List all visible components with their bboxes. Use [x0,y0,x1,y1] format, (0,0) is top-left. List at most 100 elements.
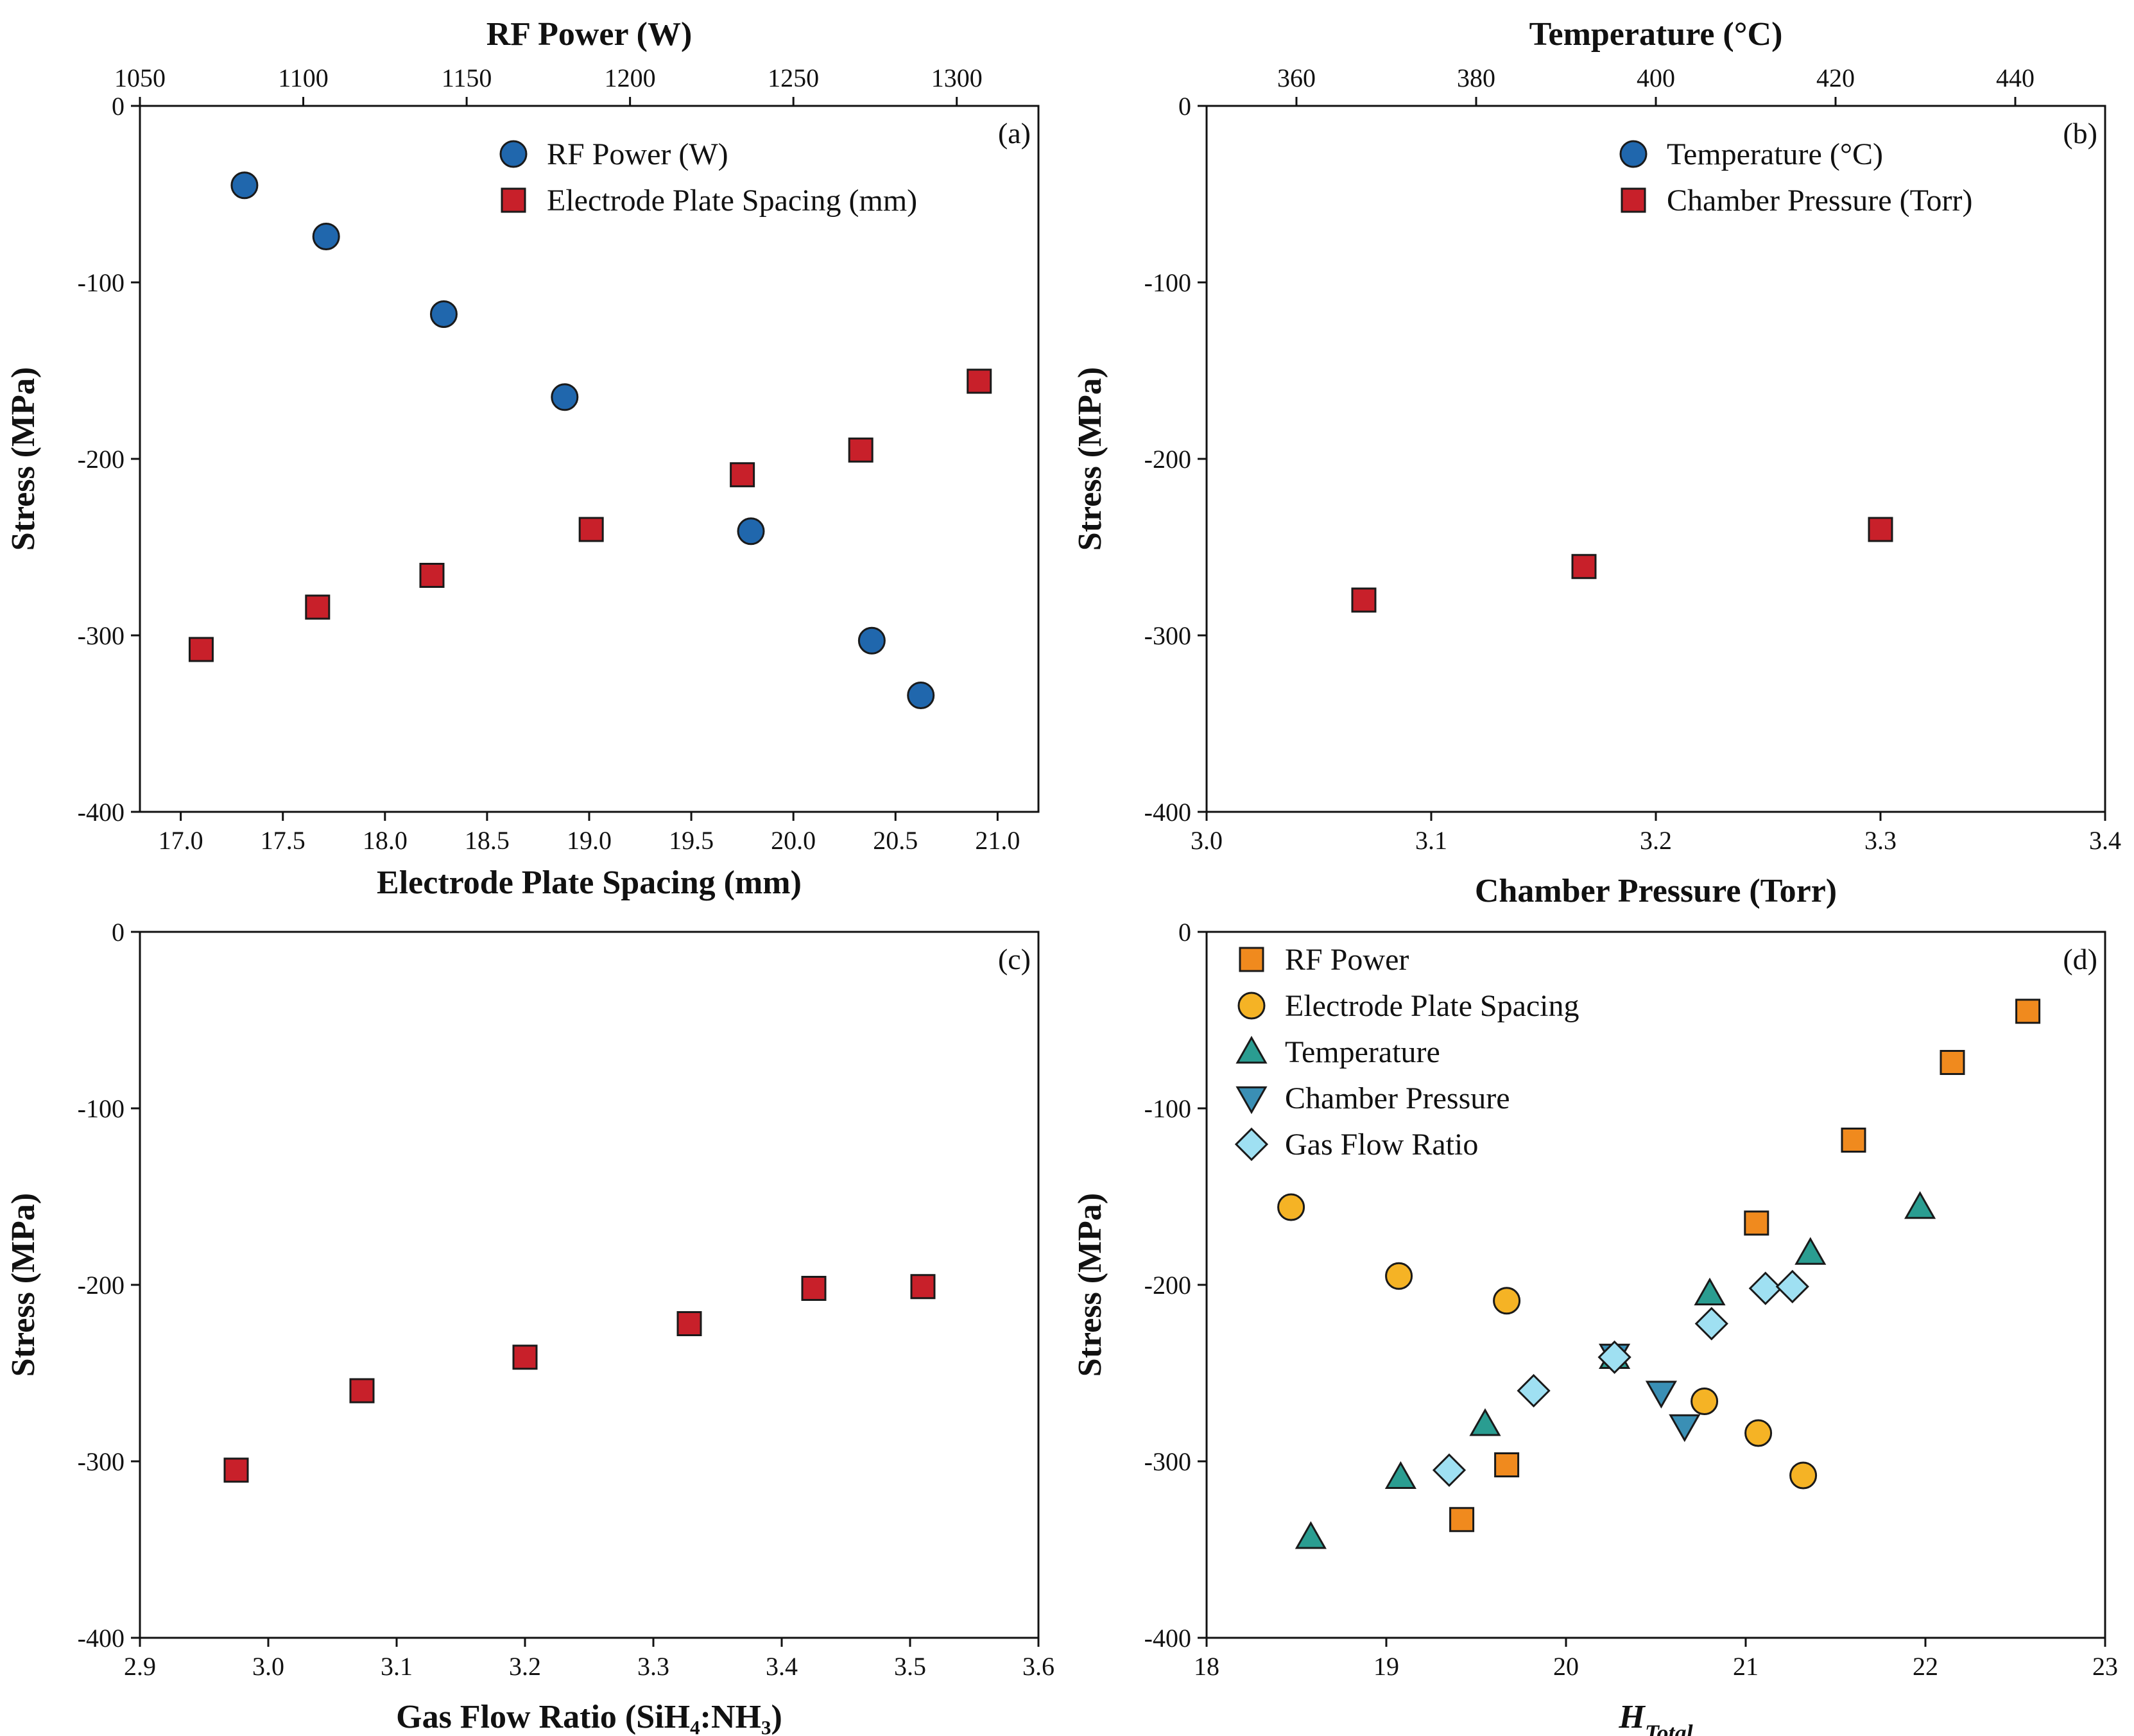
panel-a-legend: RF Power (W) Electrode Plate Spacing (mm) [499,137,917,218]
point-d-s3-2: Chamber Pressure: (20.66, -280) [1669,1414,1701,1443]
panel-b-y-ticks: 0 -100 -200 -300 -400 [1144,92,1207,827]
y-tick-label: -100 [78,268,125,297]
x-tick-label: 17.5 [261,826,305,855]
panel-d-x-label-main: H [1618,1699,1646,1735]
point-d-s2-5: Temperature: (21.36, -182) [1794,1237,1827,1265]
y-tick-label: -300 [78,621,125,650]
point-d-s2-1: Temperature: (19.08, -309) [1384,1461,1416,1490]
point-c-s0-0: Gas Flow Ratio: (2.975, -305) [223,1457,249,1483]
x-tick-label: 20 [1553,1652,1579,1681]
panel-a-label: (a) [998,117,1031,150]
y-tick-label: -400 [1144,1624,1191,1653]
point-d-s3-1: Chamber Pressure: (20.53, -261) [1645,1380,1677,1409]
legend-marker [1619,140,1648,168]
y-tick-label: -200 [78,445,125,474]
point-d-s1-4: Electrode Plate Spacing: (21.07, -284) [1744,1419,1773,1447]
point-d-s4-1: Gas Flow Ratio: (19.82, -260) [1517,1373,1551,1408]
point-a-s0-2: RF Power (W): (1143, -118) [429,300,458,328]
x-tick-label: 3.1 [1415,826,1447,855]
y-tick-label: -400 [78,1624,125,1653]
legend-marker [1234,1127,1269,1162]
point-d-s2-0: Temperature: (18.58, -343) [1295,1521,1327,1549]
point-d-s0-0: RF Power: (19.42, -333) [1449,1507,1475,1533]
panel-a-top-x-ticks: 1050 1100 1150 1200 1250 1300 [114,64,983,106]
panel-d-y-label: Stress (MPa) [1072,1193,1108,1377]
point-d-s1-0: Electrode Plate Spacing: (18.47, -156) [1277,1193,1305,1221]
y-tick-label: -400 [1144,798,1191,827]
top-x-tick-label: 420 [1816,64,1855,92]
x-tick-label: 19.0 [567,826,612,855]
x-tick-label: 3.4 [2089,826,2121,855]
panel-b-y-label: Stress (MPa) [1072,367,1108,551]
panel-b: 0 -100 -200 -300 -400 3.0 3.1 3.2 3.3 3.4 360 380… [1072,16,2121,909]
y-tick-label: 0 [1178,92,1191,121]
point-d-s1-1: Electrode Plate Spacing: (19.07, -195) [1385,1262,1413,1290]
panel-d: 0 -100 -200 -300 -400 18 19 20 21 22 23 RF Power:… [1072,918,2118,1736]
panel-a-x-label: Electrode Plate Spacing (mm) [377,864,802,901]
panel-a-x-ticks: 17.0 17.5 18.0 18.5 19.0 19.5 20.0 20.5 21.0 [159,812,1020,855]
legend-label: Electrode Plate Spacing (mm) [547,184,917,218]
panel-d-frame [1205,931,2106,1639]
point-c-s0-4: Gas Flow Ratio: (3.425, -202) [801,1276,827,1301]
panel-b-data-points: Temperature (°C): (3.04, -156)Temperatur… [1351,517,1893,613]
legend-marker [499,140,528,168]
point-d-s4-0: Gas Flow Ratio: (19.35, -305) [1432,1453,1467,1487]
point-c-s0-2: Gas Flow Ratio: (3.2, -241) [512,1345,538,1370]
x-tick-label: 3.2 [509,1652,541,1681]
point-c-s0-1: Gas Flow Ratio: (3.073, -260) [349,1378,375,1404]
y-tick-label: -300 [1144,1447,1191,1476]
point-d-s2-4: Temperature: (20.8, -205) [1694,1277,1726,1306]
panel-d-x-label-sub: Total [1645,1720,1693,1736]
panel-c-y-label: Stress (MPa) [5,1193,42,1377]
point-a-s1-4: Electrode Plate Spacing (mm): (19.75, -2… [730,462,755,488]
point-a-s1-1: Electrode Plate Spacing (mm): (17.67, -2… [305,594,331,620]
point-d-s4-2: Gas Flow Ratio: (20.27, -241) [1597,1340,1631,1374]
top-x-tick-label: 1100 [278,64,329,92]
panel-a-top-x-label: RF Power (W) [486,16,693,53]
point-a-s0-6: RF Power (W): (1289, -334) [907,682,935,709]
y-tick-label: -400 [78,798,125,827]
panel-c-x-ticks: 2.9 3.0 3.1 3.2 3.3 3.4 3.5 3.6 [124,1638,1054,1681]
panel-b-top-x-ticks: 360 380 400 420 440 [1277,64,2035,106]
point-d-s2-6: Temperature: (21.97, -156) [1904,1190,1936,1219]
top-x-tick-label: 1300 [931,64,983,92]
point-a-s1-2: Electrode Plate Spacing (mm): (18.23, -2… [419,563,445,588]
y-tick-label: 0 [112,918,125,947]
panel-c-y-ticks: 0 -100 -200 -300 -400 [78,918,140,1653]
panel-c-frame [139,931,1040,1639]
legend-marker [501,187,526,213]
point-d-s1-3: Electrode Plate Spacing: (20.77, -266) [1691,1388,1719,1415]
legend-marker [1235,1086,1268,1115]
panel-d-legend: RF Power Electrode Plate Spacing Temperatu… [1234,943,1579,1162]
point-d-s2-2: Temperature: (19.55, -279) [1469,1408,1501,1436]
x-tick-label: 19 [1373,1652,1399,1681]
top-x-tick-label: 1200 [605,64,656,92]
y-tick-label: -200 [1144,1271,1191,1300]
x-tick-label: 2.9 [124,1652,156,1681]
panel-b-legend: Temperature (°C) Chamber Pressure (Torr) [1619,137,1972,218]
legend-label: Gas Flow Ratio [1285,1128,1478,1162]
panel-c-x-label: Gas Flow Ratio (SiH₄:NH₃) [396,1699,782,1735]
legend-marker [1235,1035,1268,1064]
x-tick-label: 19.5 [669,826,714,855]
point-b-s1-1: Chamber Pressure (Torr): (3.168, -261) [1571,554,1597,580]
y-tick-label: 0 [112,92,125,121]
panel-d-x-label: HTotal [1618,1699,1692,1736]
point-a-s0-5: RF Power (W): (1274, -303) [857,626,886,655]
panel-c-data-points: Gas Flow Ratio: (2.975, -305) Gas Flow Ra… [223,1274,936,1483]
panel-d-data-points: RF Power: (19.42, -333) RF Power: (19.67,… [1277,999,2041,1549]
point-d-s0-2: RF Power: (21.06, -165) [1744,1210,1769,1236]
y-tick-label: -100 [78,1094,125,1123]
point-c-s0-3: Gas Flow Ratio: (3.328, -222) [676,1311,702,1336]
x-tick-label: 20.0 [771,826,816,855]
panel-b-x-label: Chamber Pressure (Torr) [1475,873,1837,909]
point-a-s1-5: Electrode Plate Spacing (mm): (20.33, -1… [848,437,873,463]
y-tick-label: -100 [1144,1094,1191,1123]
x-tick-label: 3.0 [1191,826,1223,855]
legend-marker [1237,992,1266,1020]
point-d-s0-1: RF Power: (19.67, -302) [1494,1452,1520,1477]
point-a-s0-4: RF Power (W): (1237, -241) [737,517,765,546]
y-tick-label: -200 [1144,445,1191,474]
x-tick-label: 21.0 [975,826,1020,855]
